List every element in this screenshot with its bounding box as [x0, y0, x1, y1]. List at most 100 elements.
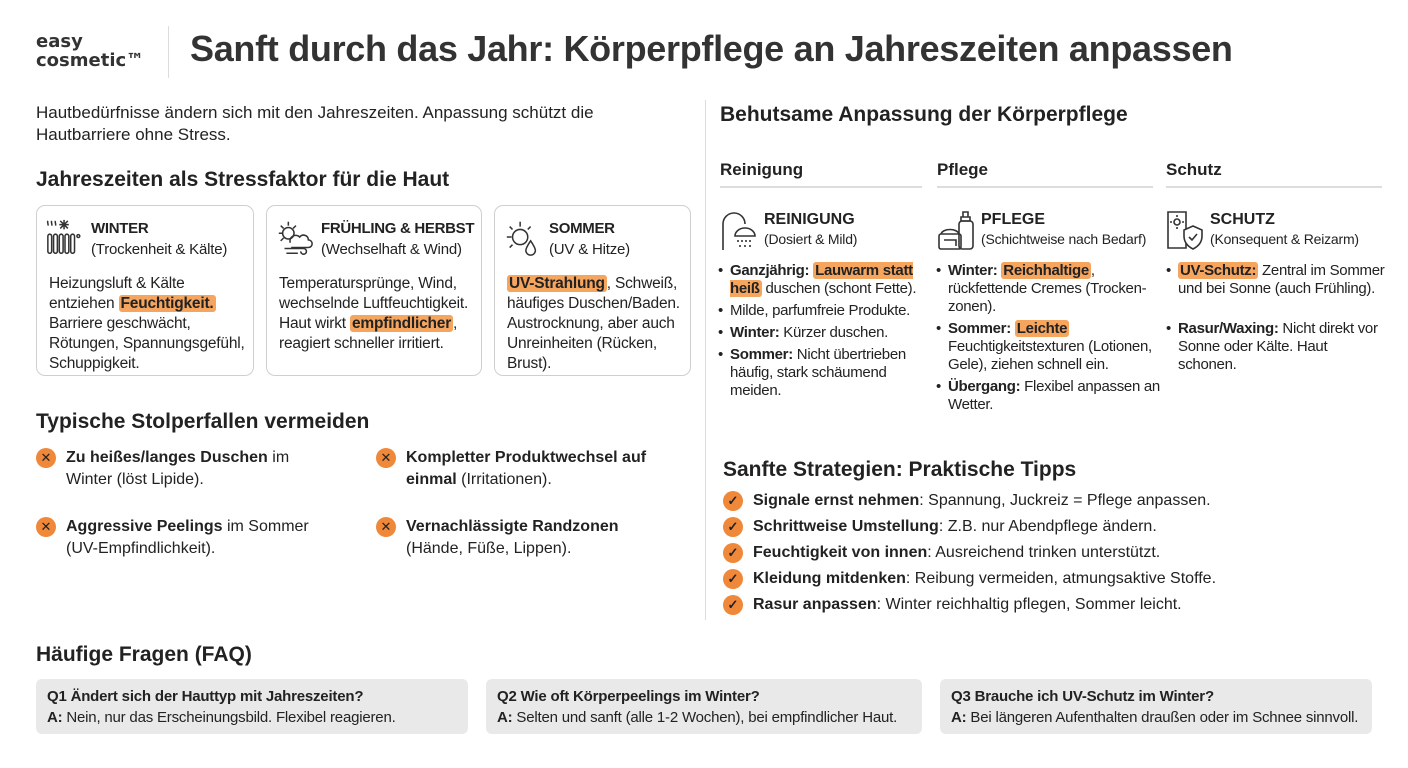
card-title: FRÜHLING & HERBST: [321, 220, 475, 237]
text: Kürzer duschen.: [779, 324, 889, 341]
text: Barriere geschwächt, Rötungen, Spannungs…: [49, 315, 245, 372]
season-card-winter: WINTER (Trockenheit & Kälte) Heizungsluf…: [36, 205, 254, 376]
pflege-list: Winter: Reichhaltige, rückfettende Creme…: [936, 262, 1160, 418]
bold-text: Ganzjährig:: [730, 262, 814, 279]
rich-text: Zu heißes/langes Duschen im Winter (löst…: [66, 449, 289, 488]
rich-text: Vernachlässigte Randzonen (Hände, Füße, …: [406, 518, 619, 557]
card-title: WINTER: [91, 220, 149, 237]
care-heading: Behutsame Anpassung der Körperpflege: [720, 103, 1128, 126]
card-title: SOMMER: [549, 220, 615, 237]
faq-item: Q2 Wie oft Körperpeelings im Winter? A: S…: [486, 679, 922, 734]
sunscreen-shield-icon: [1167, 211, 1203, 250]
faq-answer: Bei längeren Aufenthalten draußen oder i…: [966, 709, 1359, 726]
check-icon: ✓: [723, 491, 743, 511]
column-header: Pflege: [937, 160, 1153, 188]
text: Feuchtigkeitstexturen (Lotionen, Gele), …: [948, 338, 1152, 373]
bold-text: Übergang:: [948, 378, 1021, 395]
text: : Reibung vermeiden, atmungsaktive Stoff…: [905, 570, 1217, 587]
text: Zentral im Sommer und bei Sonne (auch Fr…: [1178, 262, 1385, 297]
bold-text: Rasur anpassen: [753, 596, 877, 613]
pitfalls-heading: Typische Stolperfallen vermeiden: [36, 410, 370, 433]
care-subtitle: (Dosiert & Mild): [764, 231, 858, 247]
logo-line: easy: [36, 31, 83, 52]
bold-text: Winter:: [948, 262, 1002, 279]
highlighted-text: UV-Strahlung: [507, 275, 607, 292]
bold-text: Kleidung mitdenken: [753, 570, 906, 587]
tip-item: ✓ Schrittweise Umstellung: Z.B. nur Abend…: [723, 516, 1157, 538]
text: , rückfettende Cremes (Trocken-zonen).: [948, 262, 1147, 315]
text: Temperatursprünge, Wind, wechselnde Luft…: [279, 275, 469, 332]
highlighted-text: Reichhaltige: [1001, 262, 1091, 279]
list-item: Sommer: Nicht übertrieben häufig, stark …: [718, 346, 926, 400]
faq-answer-label: A:: [47, 709, 63, 726]
pitfall-item: ✕ Aggressive Peelings im Sommer (UV-Empfi…: [36, 516, 336, 560]
card-subtitle: (UV & Hitze): [549, 241, 630, 258]
care-subtitle: (Schichtweise nach Bedarf): [981, 231, 1147, 247]
text: : Z.B. nur Abendpflege ändern.: [938, 518, 1157, 535]
text: : Winter reichhaltig pflegen, Sommer lei…: [876, 596, 1182, 613]
rich-text: Aggressive Peelings im Sommer (UV-Empfin…: [66, 518, 309, 557]
rich-text: Kompletter Produktwechsel auf einmal (Ir…: [406, 449, 646, 488]
rich-text: Rasur anpassen: Winter reichhaltig pfleg…: [753, 596, 1182, 613]
column-header: Reinigung: [720, 160, 922, 188]
text: : Ausreichend trinken unterstützt.: [927, 544, 1161, 561]
check-icon: ✓: [723, 569, 743, 589]
bold-text: Signale ernst nehmen: [753, 492, 920, 509]
text: : Spannung, Juckreiz = Pflege anpassen.: [919, 492, 1211, 509]
highlighted-text: Leichte: [1014, 320, 1070, 337]
card-body: Heizungsluft & Kälte entziehen Feuchtigk…: [49, 274, 247, 374]
rich-text: Signale ernst nehmen: Spannung, Juckreiz…: [753, 492, 1211, 509]
faq-question: Q3 Brauche ich UV-Schutz im Winter?: [951, 688, 1214, 705]
text: Nicht übertrieben häufig, stark schäumen…: [730, 346, 906, 399]
bold-text: Sommer:: [948, 320, 1015, 337]
list-item: Winter: Reichhaltige, rückfettende Creme…: [936, 262, 1160, 316]
shower-icon: [722, 212, 756, 250]
care-title: PFLEGE: [981, 211, 1046, 228]
text: Heizungsluft & Kälte entziehen: [49, 275, 185, 312]
x-icon: ✕: [376, 448, 396, 468]
bold-text: Schrittweise Umstellung: [753, 518, 939, 535]
tip-item: ✓ Rasur anpassen: Winter reichhaltig pfle…: [723, 594, 1182, 616]
bold-text: Rasur/Waxing:: [1178, 320, 1279, 337]
text: im Sommer (UV-Empfindlichkeit).: [66, 518, 309, 557]
faq-question: Q2 Wie oft Körperpeelings im Winter?: [497, 688, 760, 705]
highlighted-text: Feuchtigkeit.: [118, 295, 216, 312]
logo-line: cosmetic™: [36, 50, 145, 71]
highlighted-text: UV-Schutz:: [1178, 262, 1259, 279]
faq-answer-label: A:: [951, 709, 967, 726]
highlighted-text: empfindlicher: [350, 315, 454, 332]
list-item: Sommer: Leichte Feuchtigkeitstexturen (L…: [936, 320, 1160, 374]
faq-item: Q3 Brauche ich UV-Schutz im Winter? A: Be…: [940, 679, 1372, 734]
faq-answer: Nein, nur das Erscheinungsbild. Flexibel…: [62, 709, 396, 726]
faq-answer: Selten und sanft (alle 1-2 Wochen), bei …: [512, 709, 898, 726]
card-subtitle: (Trockenheit & Kälte): [91, 241, 228, 258]
pitfall-item: ✕ Kompletter Produktwechsel auf einmal (I…: [376, 447, 676, 491]
text: im Winter (löst Lipide).: [66, 449, 290, 488]
cream-bottle-icon: [938, 211, 974, 250]
bold-text: Vernachlässigte Randzonen: [406, 518, 619, 535]
check-icon: ✓: [723, 595, 743, 615]
bold-text: Feuchtigkeit von innen: [753, 544, 928, 561]
reinigung-list: Ganzjährig: Lauwarm statt heiß duschen (…: [718, 262, 926, 404]
card-body: UV-Strahlung, Schweiß, häufiges Duschen/…: [507, 274, 684, 374]
faq-item: Q1 Ändert sich der Hauttyp mit Jahreszei…: [36, 679, 468, 734]
text: (Hände, Füße, Lippen).: [406, 540, 572, 557]
care-title: SCHUTZ: [1210, 211, 1275, 228]
rich-text: Kleidung mitdenken: Reibung vermeiden, a…: [753, 570, 1216, 587]
faq-question: Q1 Ändert sich der Hauttyp mit Jahreszei…: [47, 688, 364, 705]
divider: [168, 26, 169, 78]
x-icon: ✕: [376, 517, 396, 537]
text: Milde, parfumfreie Produkte.: [730, 302, 911, 319]
card-subtitle: (Wechselhaft & Wind): [321, 241, 462, 258]
faq-answer-label: A:: [497, 709, 513, 726]
check-icon: ✓: [723, 517, 743, 537]
care-title: REINIGUNG: [764, 211, 855, 228]
tip-item: ✓ Feuchtigkeit von innen: Ausreichend tri…: [723, 542, 1160, 564]
text: (Irritationen).: [456, 471, 552, 488]
column-divider: [705, 100, 706, 620]
care-subtitle: (Konsequent & Reizarm): [1210, 231, 1359, 247]
tip-item: ✓ Signale ernst nehmen: Spannung, Juckrei…: [723, 490, 1211, 512]
text: Nicht direkt vor Sonne oder Kälte. Haut …: [1178, 320, 1378, 373]
radiator-snowflake-icon: [46, 219, 81, 254]
bold-text: Aggressive Peelings: [66, 518, 223, 535]
